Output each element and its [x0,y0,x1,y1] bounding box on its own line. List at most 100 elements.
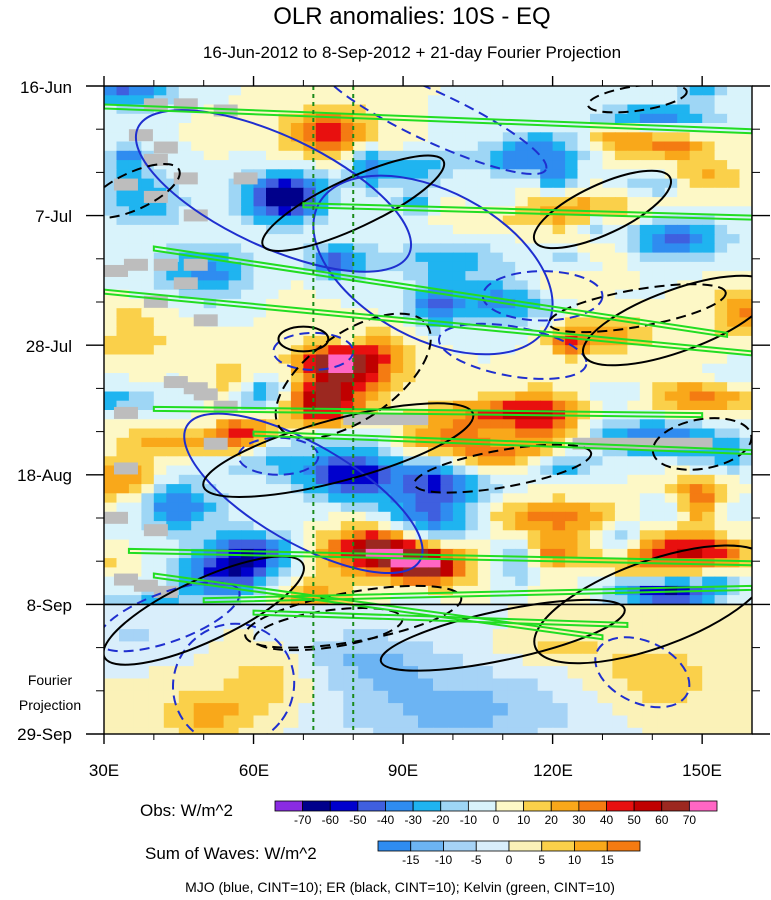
obs-cell [104,382,118,393]
obs-cell [415,502,429,513]
missing-data-patch [153,258,178,271]
obs-cell [664,502,678,513]
obs-cell [378,187,392,198]
obs-cell [627,502,641,513]
projection-cell [552,666,569,679]
obs-cell [191,511,205,522]
obs-cell [390,539,404,550]
obs-cell [614,104,628,115]
obs-cell [278,539,292,550]
obs-cell [203,511,217,522]
obs-cell [565,382,579,393]
obs-cell [128,558,142,568]
obs-cell [328,169,342,180]
obs-cell [552,271,566,281]
obs-cell [639,354,653,365]
obs-cell [415,511,429,522]
projection-cell [313,703,329,716]
obs-cell [702,224,716,235]
obs-cell [353,345,367,356]
obs-cell [452,141,466,152]
obs-cell [664,298,678,309]
obs-cell [253,187,267,198]
projection-cell [477,641,494,655]
obs-cell [178,252,192,263]
obs-cell [714,345,728,356]
obs-cell [664,373,678,383]
obs-cell [353,187,367,198]
obs-cell [128,595,142,605]
obs-cell [116,474,130,485]
obs-cell [727,243,741,254]
obs-cell [565,150,579,161]
obs-cell [241,391,255,402]
obs-cell [452,132,466,143]
obs-cell [378,576,392,587]
obs-cell [677,484,691,494]
axis-ticks [86,76,770,744]
projection-cell [104,727,120,734]
obs-cell [652,243,666,254]
obs-cell [353,197,367,207]
obs-cell [540,539,554,550]
projection-cell [627,629,643,642]
obs-cell [664,465,678,476]
obs-cell [290,400,304,411]
obs-cell [465,576,479,587]
obs-cell [353,576,367,587]
obs-cell [577,150,591,161]
obs-cell [241,474,255,485]
projection-cell [433,641,449,655]
obs-cell [552,595,566,605]
obs-cell [415,363,429,374]
colorbar-swatch [385,800,414,812]
obs-cell [303,298,317,309]
contour-legend-footer: MJO (blue, CINT=10); ER (black, CINT=10)… [185,879,615,895]
obs-cell [590,150,604,161]
y-tick-label: 28-Jul [26,337,72,356]
obs-cell [502,400,516,411]
obs-cell [141,373,155,383]
obs-cell [353,447,367,457]
obs-cell [241,456,255,467]
obs-cell [166,123,180,133]
obs-cell [739,215,752,226]
obs-cell [502,345,516,356]
obs-cell [714,308,728,319]
obs-cell [253,447,267,457]
obs-cell [540,391,554,402]
projection-cell [552,678,569,692]
obs-cell [515,548,529,559]
obs-cell [253,280,267,291]
obs-cell [739,595,752,605]
obs-cell [477,280,491,291]
obs-cell [440,521,454,531]
obs-cell [216,271,230,281]
obs-cell [614,169,628,180]
obs-cell [390,224,404,235]
obs-cell [128,363,142,374]
obs-cell [153,169,167,180]
obs-cell [153,206,167,217]
obs-cell [490,169,504,180]
obs-cell [315,419,329,430]
obs-cell [253,169,267,180]
obs-cell [490,104,504,115]
obs-cell [365,363,379,374]
obs-cell [278,298,292,309]
obs-cell [328,298,342,309]
obs-cell [739,86,752,96]
obs-cell [203,206,217,217]
obs-cell [465,391,479,402]
obs-cell [290,289,304,300]
projection-cell [283,715,299,729]
obs-cell [627,354,641,365]
obs-cell [602,474,616,485]
obs-cell [702,234,716,244]
projection-cell [298,629,314,642]
obs-cell [415,169,429,180]
obs-cell [178,502,192,513]
projection-cell [702,604,718,618]
obs-cell [403,493,417,504]
obs-cell [166,335,180,346]
